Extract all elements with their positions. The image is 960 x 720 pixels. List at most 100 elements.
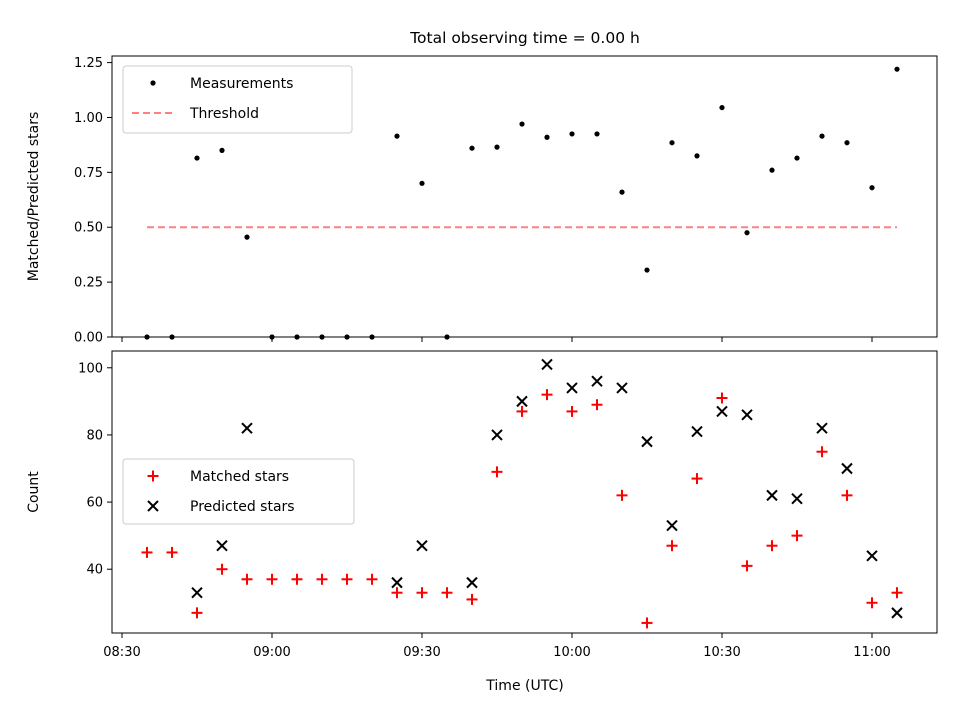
matched-stars-point — [566, 405, 578, 417]
y-axis-label: Matched/Predicted stars — [26, 112, 42, 282]
y-axis-label: Count — [26, 471, 42, 513]
measurements-point — [844, 140, 850, 146]
predicted-stars-point — [591, 375, 603, 387]
matched-stars-point — [316, 573, 328, 585]
measurements-point — [519, 121, 525, 127]
chart-title: Total observing time = 0.00 h — [409, 29, 640, 47]
measurements-point — [894, 66, 900, 72]
legend-label: Matched stars — [190, 469, 289, 485]
y-tick-label: 40 — [86, 563, 103, 578]
matched-stars-point — [516, 405, 528, 417]
matched-stars-point — [766, 540, 778, 552]
x-tick-label: 11:00 — [853, 645, 890, 660]
legend-marker — [147, 470, 159, 482]
predicted-stars-point — [516, 395, 528, 408]
predicted-stars-point — [866, 550, 878, 562]
predicted-stars-point — [391, 576, 403, 589]
matched-stars-point — [691, 473, 703, 485]
measurements-point — [394, 133, 400, 139]
measurements-point — [244, 234, 250, 240]
measurements-point — [694, 153, 700, 159]
x-tick-label: 08:30 — [103, 645, 140, 660]
measurements-point — [669, 140, 675, 146]
y-tick-label: 0.00 — [74, 331, 103, 346]
predicted-stars-point — [691, 425, 703, 438]
measurements-point — [744, 230, 750, 236]
matched-stars-point — [866, 597, 878, 609]
matched-stars-point — [741, 560, 753, 572]
predicted-stars-point — [641, 435, 653, 448]
measurements-point — [819, 133, 825, 139]
matched-stars-point — [591, 399, 603, 411]
legend-box — [122, 458, 355, 525]
x-tick-label: 09:30 — [403, 645, 440, 660]
legend-label: Measurements — [190, 76, 293, 92]
predicted-stars-point — [666, 519, 678, 532]
measurements-point — [794, 155, 800, 161]
legend-box — [122, 65, 353, 134]
matched-stars-point — [666, 540, 678, 552]
predicted-stars-point — [241, 422, 253, 434]
y-tick-label: 80 — [86, 428, 103, 443]
matched-stars-point — [266, 573, 278, 585]
x-axis-label: Time (UTC) — [485, 678, 563, 694]
measurements-point — [869, 185, 875, 191]
predicted-stars-point — [216, 540, 228, 552]
y-tick-label: 0.75 — [74, 166, 103, 181]
predicted-stars-point — [191, 587, 203, 599]
matched-stars-point — [391, 587, 403, 599]
predicted-stars-point — [566, 382, 578, 394]
measurements-point — [494, 144, 500, 150]
measurements-point — [194, 155, 200, 161]
matched-stars-point — [416, 587, 428, 599]
legend-marker — [150, 80, 156, 86]
x-tick-label: 09:00 — [253, 645, 290, 660]
y-tick-label: 1.25 — [74, 56, 103, 71]
measurements-point — [594, 131, 600, 137]
matched-stars-point — [716, 392, 728, 404]
measurements-point — [469, 145, 475, 151]
measurements-point — [769, 167, 775, 173]
predicted-stars-point — [416, 540, 428, 552]
matched-stars-point — [816, 446, 828, 458]
bottom-panel: 08:30 09:00 09:30 10:00 10:30 11:00 40 60 80 100 C… — [26, 350, 938, 660]
matched-stars-point — [616, 489, 628, 501]
x-tick-label: 10:30 — [703, 645, 740, 660]
measurements-point — [569, 131, 575, 137]
legend-marker — [147, 500, 159, 512]
matched-stars-point — [541, 389, 553, 401]
plot-frame — [111, 350, 938, 634]
predicted-stars-point — [816, 422, 828, 434]
measurements-point — [619, 189, 625, 195]
measurements-point — [644, 267, 650, 273]
top-panel: 0.00 0.25 0.50 0.75 1.00 1.25 Matched/Predicte… — [26, 55, 938, 346]
matched-stars-point — [341, 573, 353, 585]
matched-stars-point — [191, 607, 203, 619]
matched-stars-point — [166, 546, 178, 558]
y-tick-label: 0.25 — [74, 276, 103, 291]
predicted-stars-point — [716, 405, 728, 418]
legend-label: Predicted stars — [190, 499, 295, 515]
predicted-stars-point — [841, 462, 853, 475]
matched-stars-point — [891, 587, 903, 599]
predicted-stars-point — [891, 607, 903, 619]
predicted-stars-point — [541, 358, 553, 371]
measurements-point — [544, 134, 550, 140]
predicted-stars-point — [766, 489, 778, 502]
predicted-stars-point — [466, 576, 478, 589]
y-tick-label: 1.00 — [74, 111, 103, 126]
predicted-stars-point — [791, 493, 803, 505]
matched-stars-point — [491, 466, 503, 478]
measurements-point — [419, 180, 425, 186]
measurements-point — [719, 104, 725, 111]
matched-stars-point — [791, 530, 803, 542]
y-tick-label: 0.50 — [74, 221, 103, 236]
measurements-point — [219, 147, 225, 153]
plot-frame — [111, 55, 938, 338]
legend-label: Threshold — [189, 106, 259, 122]
matched-stars-point — [641, 617, 653, 629]
x-tick-label: 10:00 — [553, 645, 590, 660]
matched-stars-point — [141, 546, 153, 558]
matched-stars-point — [366, 573, 378, 585]
